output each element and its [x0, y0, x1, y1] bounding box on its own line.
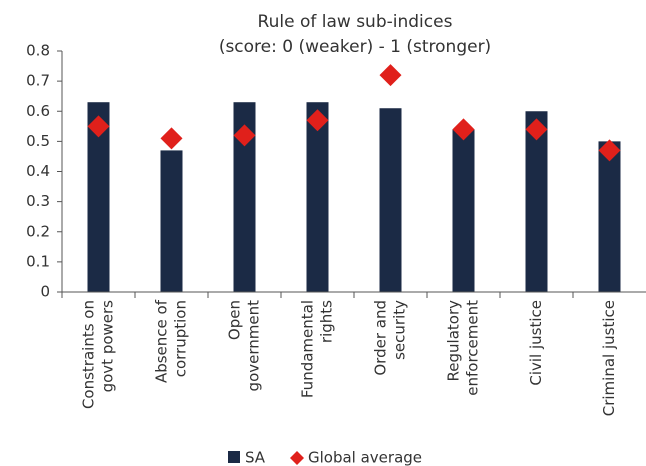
bar	[233, 102, 256, 293]
x-tick-label: rights	[318, 300, 336, 343]
marker	[452, 118, 475, 141]
y-tick-label: 0.5	[26, 132, 50, 150]
chart-title: Rule of law sub-indices	[258, 12, 453, 32]
bar	[452, 129, 475, 292]
y-tick-label: 0.3	[26, 192, 50, 210]
x-tick-label: Open	[226, 300, 244, 340]
y-tick-label: 0.4	[26, 162, 50, 180]
x-tick-label: Order and	[372, 300, 390, 376]
x-tick-label: corruption	[172, 300, 190, 377]
legend-label: Global average	[308, 449, 422, 466]
x-tick-label: security	[391, 300, 409, 360]
y-tick-label: 0.2	[26, 222, 50, 240]
bar	[306, 102, 329, 293]
marker	[525, 118, 548, 141]
x-tick-label: Regulatory	[445, 300, 463, 382]
y-tick-label: 0.6	[26, 102, 50, 120]
x-tick-label: government	[245, 300, 263, 392]
bar	[379, 108, 402, 292]
y-tick-label: 0	[40, 283, 50, 301]
bar	[160, 150, 183, 292]
chart-subtitle: (score: 0 (weaker) - 1 (stronger)	[219, 37, 491, 57]
x-tick-label: Criminal justice	[600, 300, 618, 416]
legend-swatch	[290, 451, 304, 465]
marker	[233, 124, 256, 147]
marker	[306, 109, 329, 132]
x-tick-label: Constraints on	[80, 300, 98, 409]
marker	[87, 115, 110, 138]
bar	[87, 102, 110, 293]
bar	[598, 141, 621, 292]
marker	[160, 127, 183, 150]
y-tick-label: 0.7	[26, 72, 50, 90]
x-tick-label: Civil justice	[527, 300, 545, 386]
y-tick-label: 0.8	[26, 42, 50, 60]
x-tick-label: enforcement	[464, 300, 482, 396]
y-tick-label: 0.1	[26, 252, 50, 270]
bar	[525, 111, 548, 292]
x-tick-label: Fundamental	[299, 300, 317, 398]
marker	[598, 139, 621, 162]
x-tick-label: Absence of	[153, 299, 171, 383]
marker	[379, 64, 402, 87]
x-tick-label: govt powers	[99, 300, 117, 393]
legend-swatch	[228, 451, 240, 463]
legend-label: SA	[245, 449, 266, 466]
